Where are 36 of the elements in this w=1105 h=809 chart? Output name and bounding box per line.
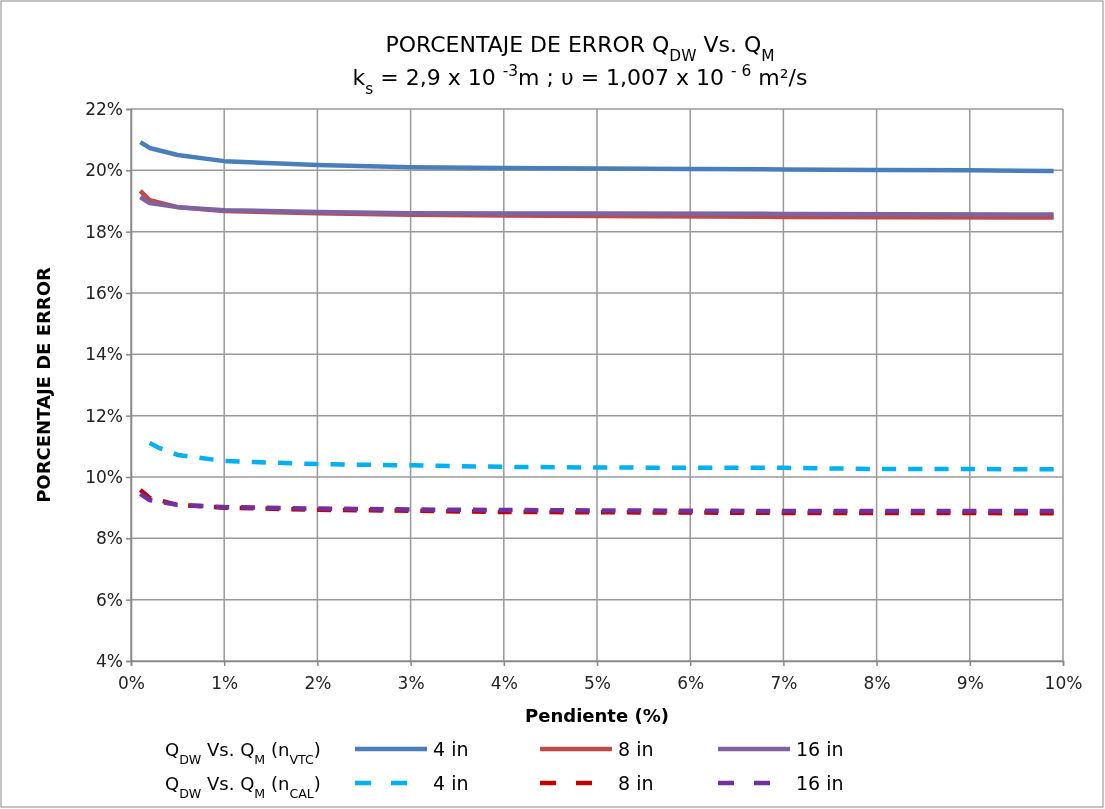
y-tick-label: 10%: [85, 466, 123, 487]
x-tick-label: 7%: [770, 673, 798, 694]
x-tick-label: 9%: [956, 673, 984, 694]
x-tick-label: 5%: [584, 673, 611, 694]
x-tick-label: 2%: [304, 673, 332, 694]
x-axis-title: Pendiente (%): [525, 705, 669, 726]
y-tick-label: 6%: [96, 589, 123, 610]
legend-label: 16 in: [796, 772, 844, 794]
y-tick-label: 20%: [85, 160, 123, 181]
text: Q$_{DW}$ Vs. Q$_{M}$ (n$_{CAL}$): [165, 773, 321, 801]
y-tick-label: 8%: [96, 528, 123, 549]
chart-subtitle: k$_{s}$ = 2,9 x 10 $^{-3}$m ; υ = 1,007 x 10 $^{- 6}$ m²/s: [352, 62, 808, 98]
x-tick-label: 4%: [490, 673, 518, 694]
line-series: [138, 139, 1056, 174]
legend-label: 4 in: [433, 738, 469, 760]
y-tick-label: 14%: [85, 344, 123, 365]
legend-label: 8 in: [618, 772, 654, 794]
y-tick-label: 22%: [85, 98, 123, 119]
x-tick-label: 10%: [1044, 673, 1083, 694]
y-tick-label: 4%: [96, 650, 123, 671]
line-series: [147, 440, 1056, 472]
text: Q$_{DW}$ Vs. Q$_{M}$ (n$_{VTC}$): [165, 739, 321, 767]
x-tick-label: 3%: [397, 673, 425, 694]
chart-title: PORCENTAJE DE ERROR Q$_{DW}$ Vs. Q$_{M}$: [385, 32, 775, 65]
x-tick-label: 6%: [677, 673, 705, 694]
x-tick-label: 8%: [863, 673, 891, 694]
y-tick-label: 16%: [85, 282, 123, 303]
x-tick-label: 1%: [211, 673, 239, 694]
y-tick-label: 12%: [85, 405, 123, 426]
legend-label: 16 in: [796, 738, 844, 760]
legend-label: 4 in: [433, 772, 469, 794]
y-tick-label: 18%: [85, 221, 123, 242]
y-axis-title: PORCENTAJE DE ERROR: [33, 267, 54, 503]
legend-label: 8 in: [618, 738, 654, 760]
line-series: [138, 194, 1056, 217]
x-tick-label: 0%: [118, 673, 145, 694]
